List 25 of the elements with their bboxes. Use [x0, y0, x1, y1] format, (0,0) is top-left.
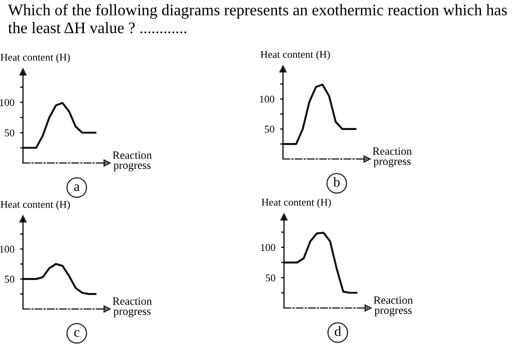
line-series	[284, 232, 358, 294]
y-axis-title: Heat content (H)	[262, 198, 331, 208]
y-tick-label: 50	[264, 126, 274, 133]
y-tick-label: 50	[4, 129, 14, 136]
y-axis-title: Heat content (H)	[260, 50, 330, 60]
y-tick-label: 50	[266, 274, 276, 282]
y-tick-label: 100	[0, 99, 14, 106]
y-tick-label: 50	[4, 276, 14, 283]
x-axis-title: Reaction progress	[112, 297, 152, 318]
text: a	[74, 184, 80, 192]
text: Which of the following diagrams represents an exothermic reaction which has the least ΔH value ? ............	[8, 4, 507, 34]
y-tick-label: 100	[260, 244, 276, 252]
line-series	[23, 102, 96, 149]
y-axis-title: Heat content (H)	[0, 200, 70, 210]
text: b	[333, 177, 340, 187]
x-axis-title: Reaction progress	[374, 296, 413, 316]
y-axis-title: Heat content (H)	[0, 53, 70, 63]
text: d	[334, 326, 342, 336]
y-tick-label: 100	[0, 246, 14, 253]
y-tick-label: 100	[260, 96, 274, 103]
text: c	[74, 330, 80, 337]
line-series	[23, 263, 96, 295]
x-axis-title: Reaction progress	[112, 151, 152, 172]
x-axis-title: Reaction progress	[372, 147, 412, 168]
line-series	[283, 84, 356, 145]
